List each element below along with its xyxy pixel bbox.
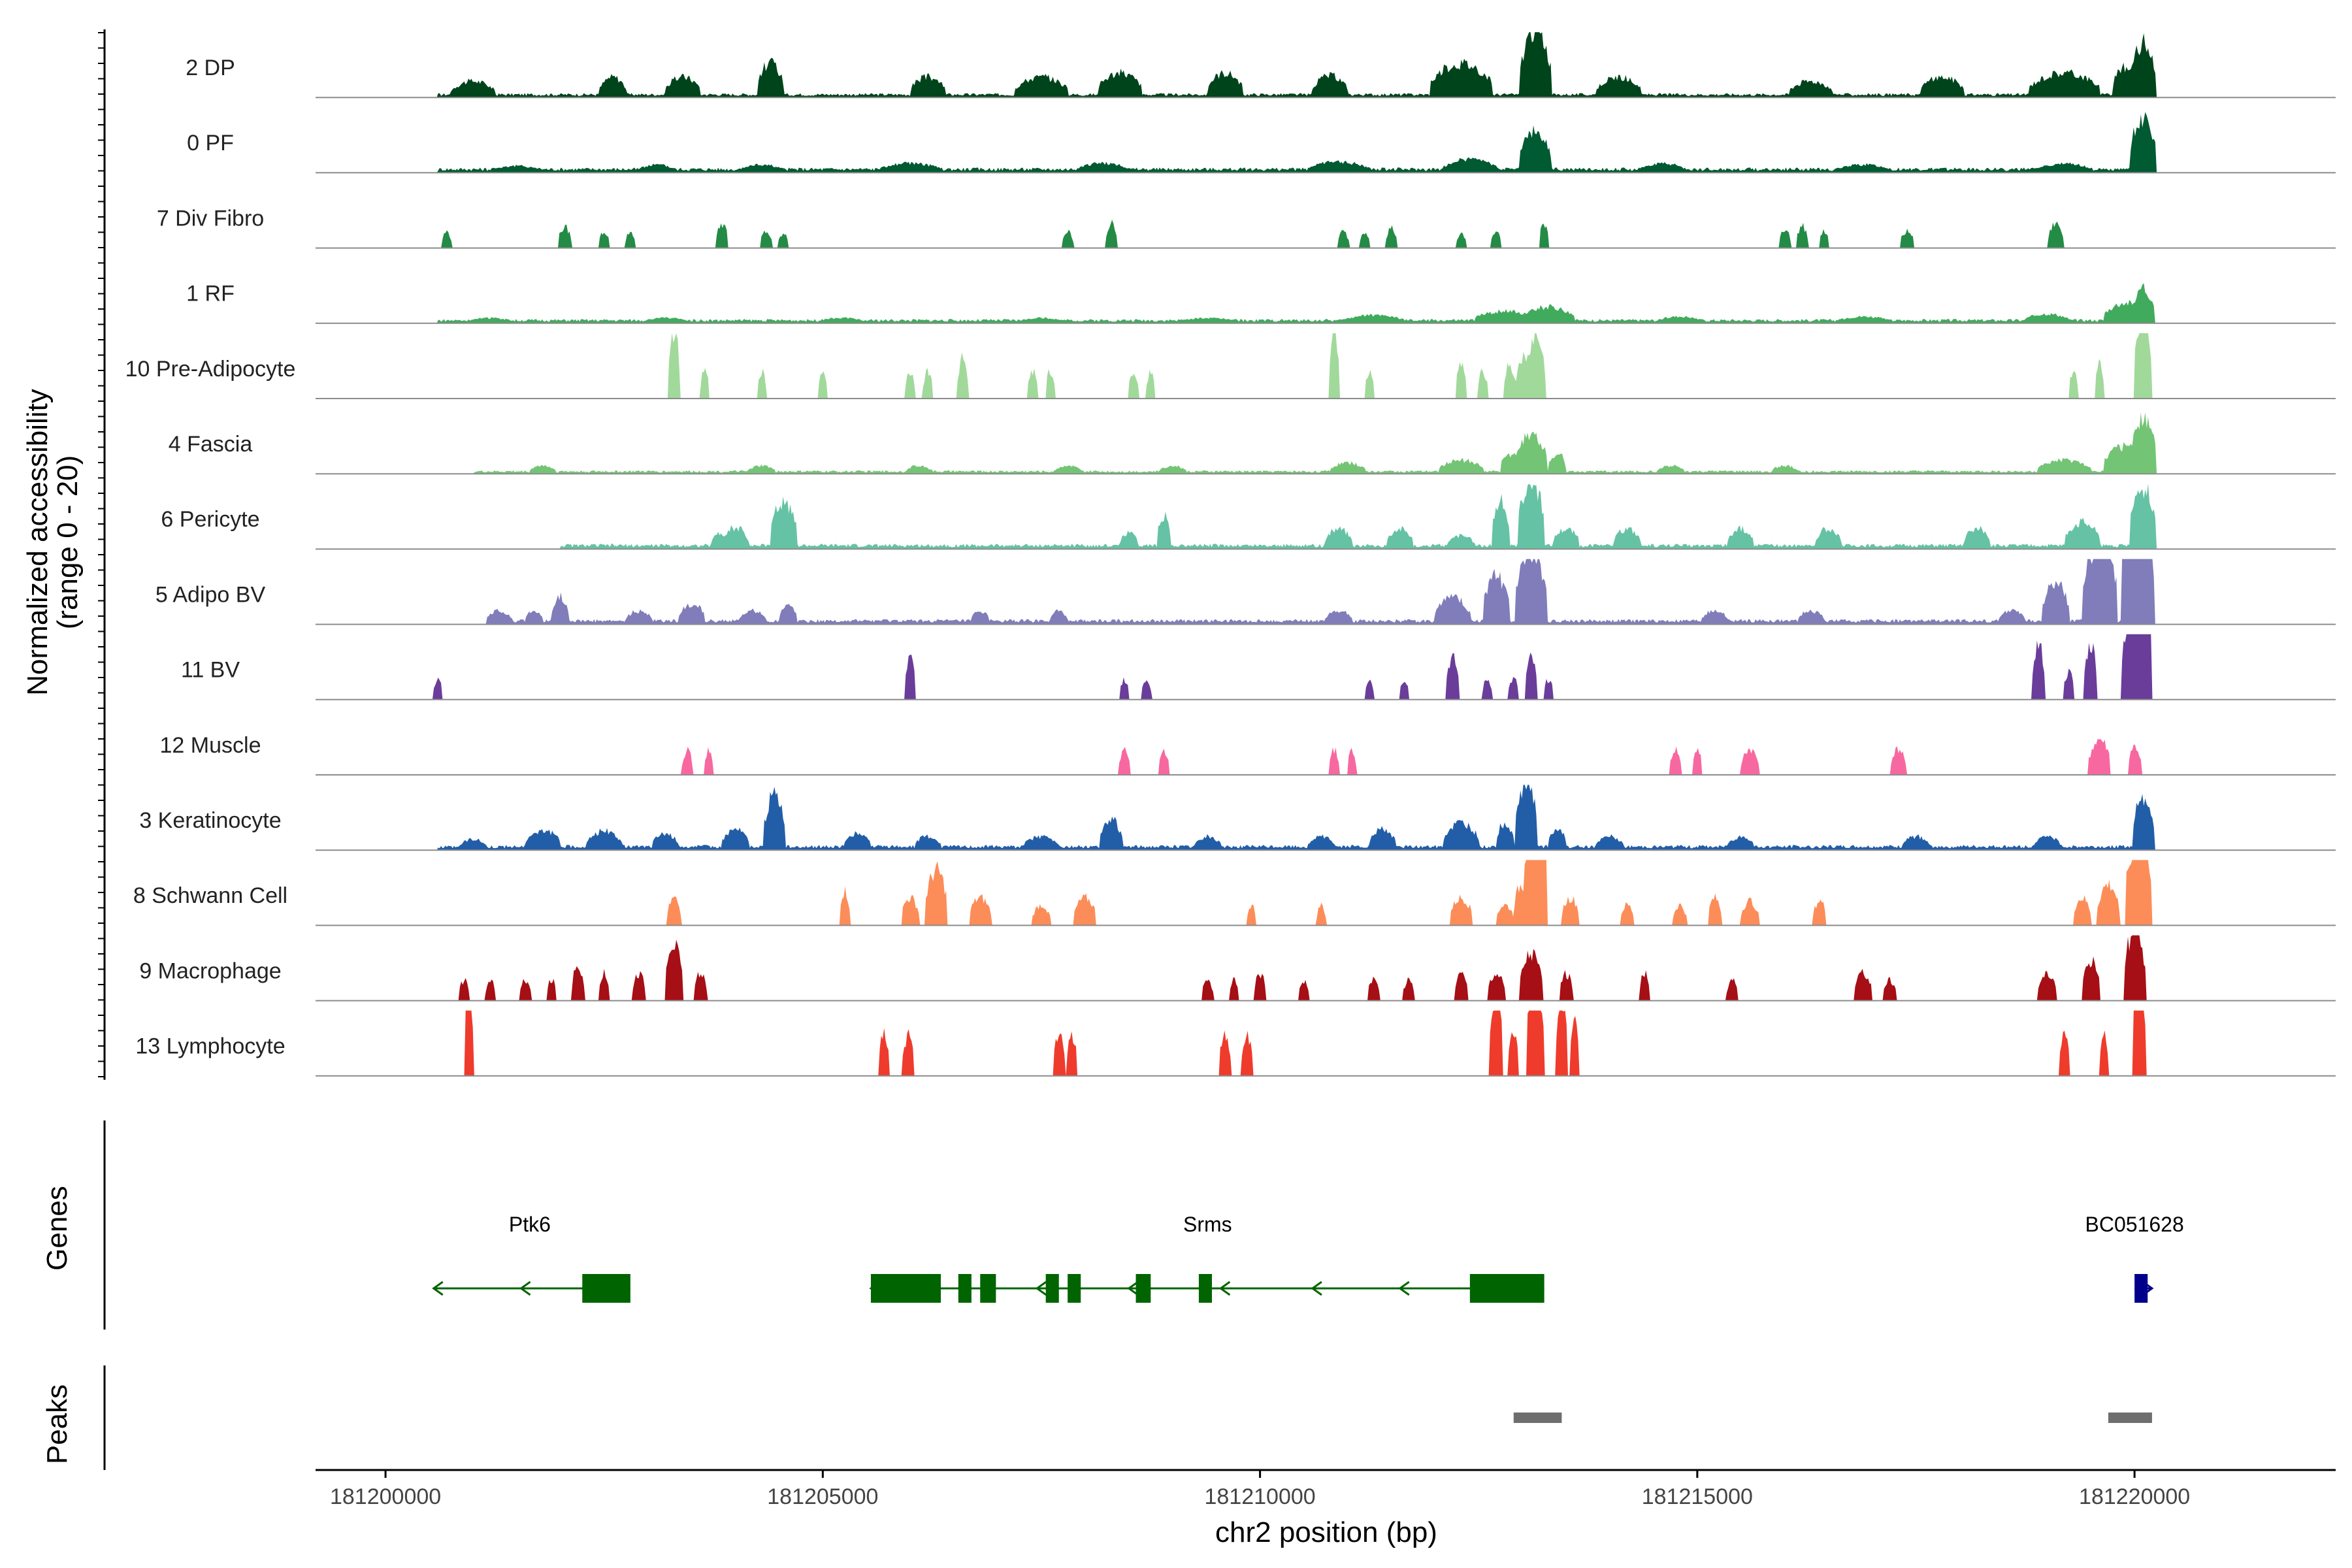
coverage-area [316,634,2336,700]
track-5-adipo-bv: 5 Adipo BV [155,559,2336,625]
coverage-area [316,333,2336,399]
strand-arrow-icon [432,1281,444,1296]
coverage-area [316,739,2336,775]
gene-label: Ptk6 [509,1213,551,1236]
coverage-area [316,283,2336,323]
track-7-div-fibro: 7 Div Fibro [157,206,2336,249]
track-label: 11 BV [181,658,240,683]
track-label: 3 Keratinocyte [139,808,281,833]
coverage-area [316,112,2336,173]
track-label: 2 DP [186,56,235,80]
peak-region [1513,1413,1562,1423]
strand-chevron-icon [1311,1281,1322,1296]
y-axis [98,29,106,1080]
track-label: 5 Adipo BV [155,582,266,607]
track-2-dp: 2 DP [186,32,2336,99]
coverage-area [316,559,2336,625]
track-6-pericyte: 6 Pericyte [161,483,2336,550]
track-label: 0 PF [187,131,234,155]
gene-bc051628: BC051628 [2085,1213,2184,1303]
track-8-schwann-cell: 8 Schwann Cell [133,860,2336,926]
x-axis: 181200000 181205000 181210000 181215000 1812… [316,1469,2336,1509]
gene-exon [582,1274,630,1303]
coverage-area [316,1010,2336,1076]
strand-chevron-icon [1035,1281,1047,1296]
track-1-rf: 1 RF [186,282,2336,324]
strand-arrow-icon [869,1281,881,1296]
track-label: 8 Schwann Cell [133,883,287,908]
coverage-area [316,860,2336,926]
strand-chevron-icon [1398,1281,1410,1296]
track-0-pf: 0 PF [187,112,2336,174]
x-tick-label: 181220000 [2079,1484,2190,1509]
peaks-panel-label: Peaks [41,1384,73,1464]
x-tick-label: 181215000 [1642,1484,1753,1509]
y-axis-label-line1: Normalized accessibility [22,389,54,695]
gene-exon [2134,1274,2148,1303]
strand-arrow-icon [2142,1281,2154,1296]
strand-chevron-icon [519,1281,531,1296]
x-tick-label: 181210000 [1205,1484,1316,1509]
gene-label: Srms [1183,1213,1232,1236]
gene-exon [1198,1274,1212,1303]
gene-exon [1068,1274,1081,1303]
strand-chevron-icon [1127,1281,1139,1296]
y-axis-label-line2: (range 0 - 20) [52,455,84,630]
coverage-area [316,785,2336,851]
track-4-fascia: 4 Fascia [169,412,2336,475]
coverage-area [316,935,2336,1001]
track-label: 6 Pericyte [161,507,259,532]
track-3-keratinocyte: 3 Keratinocyte [139,785,2336,851]
track-11-bv: 11 BV [181,634,2336,700]
coverage-area [316,483,2336,549]
track-label: 10 Pre-Adipocyte [125,357,296,382]
track-label: 9 Macrophage [139,958,281,983]
gene-exon [958,1274,972,1303]
strand-chevron-icon [1218,1281,1231,1296]
gene-label: BC051628 [2085,1213,2184,1236]
peaks-panel [103,1365,2152,1470]
x-tick-label: 181205000 [767,1484,878,1509]
coverage-area [316,32,2336,98]
coverage-area [316,412,2336,474]
gene-exon [980,1274,996,1303]
track-9-macrophage: 9 Macrophage [139,935,2336,1002]
gene-exon [1469,1274,1544,1303]
track-label: 4 Fascia [169,432,253,457]
track-label: 1 RF [186,282,235,306]
genes-panel-label: Genes [41,1186,73,1271]
coverage-area [316,220,2336,248]
track-12-muscle: 12 Muscle [160,733,2336,776]
genes-panel: Ptk6 Srms BC051628 [103,1120,2184,1330]
track-10-pre-adipocyte: 10 Pre-Adipocyte [125,333,2336,399]
track-label: 13 Lymphocyte [135,1034,285,1059]
track-label: 12 Muscle [160,733,261,758]
gene-exon [1045,1274,1059,1303]
coverage-tracks: 2 DP 0 PF 7 Div Fibro 1 RF 10 Pre-Adipocyte 4… [125,32,2336,1077]
track-13-lymphocyte: 13 Lymphocyte [135,1010,2336,1077]
x-axis-label: chr2 position (bp) [1215,1516,1437,1548]
peak-region [2108,1413,2152,1423]
gene-ptk6: Ptk6 [432,1213,630,1303]
gene-exon [1135,1274,1151,1303]
gene-srms: Srms [869,1213,1544,1303]
x-tick-label: 181200000 [330,1484,441,1509]
track-label: 7 Div Fibro [157,206,264,231]
gene-exon [870,1274,941,1303]
